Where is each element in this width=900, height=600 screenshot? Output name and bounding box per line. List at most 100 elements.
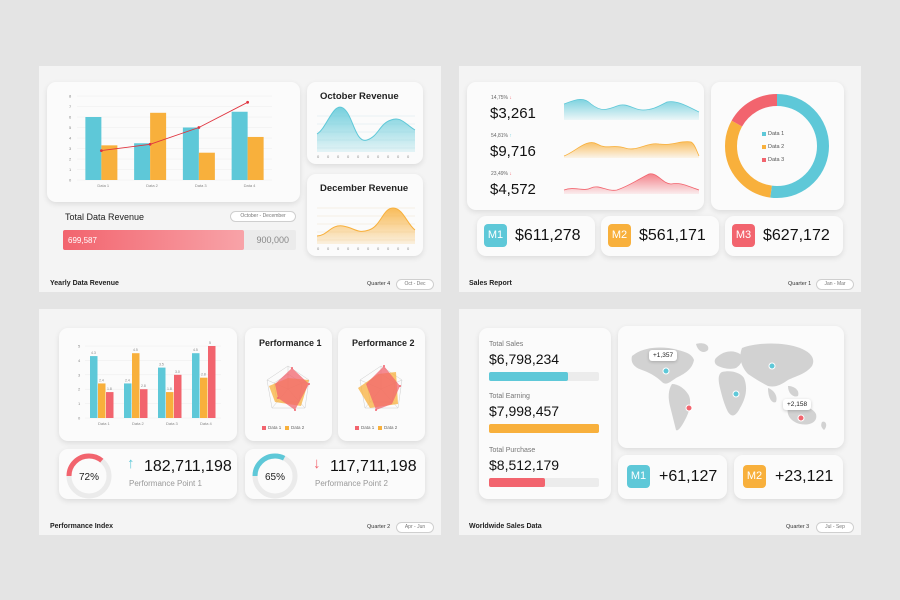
svg-text:0: 0 [327,246,330,251]
x-tick-label: Data 3 [166,421,179,426]
total-earning-label: Total Earning [489,393,530,400]
point2-arrow: ↓ [313,455,321,472]
performance2-card: Performance 2 Data 1 Data 2 [338,328,425,441]
bar [174,374,182,418]
total-data-revenue-card: Total Data Revenue October - December 69… [57,205,297,255]
performance1-title: Performance 1 [259,338,322,348]
x-tick-label: Data 1 [97,183,110,188]
m2-value: $561,171 [639,227,706,244]
slide-sales-report[interactable]: 14,75% ↓ $3,261 54,81% ↑ $9,716 23,49% ↓… [459,66,861,292]
svg-text:0: 0 [397,246,400,251]
total-sales-track [489,372,599,381]
data-label: 2.8 [201,373,206,377]
svg-text:0: 0 [317,154,320,159]
m3-badge: M3 [732,224,755,247]
trend-point [197,126,201,129]
performance1-card: Performance 1 Data 1 Data 2 [245,328,332,441]
trend-line [101,101,248,152]
m1-growth-card: M1 +61,127 [618,455,727,499]
svg-text:0: 0 [347,154,350,159]
y-tick-label: 2 [78,387,81,392]
december-revenue-card: December Revenue 0 0 0 0 0 0 0 0 0 0 [307,174,423,256]
total-period-pill[interactable]: October - December [230,211,296,222]
stat1-value: $3,261 [490,105,536,122]
totals-card: Total Sales $6,798,234 Total Earning $7,… [479,328,611,499]
stat1-pct: 14,75% ↓ [491,95,512,101]
slide-yearly-data-revenue[interactable]: 0 1 2 3 4 5 6 7 8 Data 1 Data 2 Data 3 Data 4 Octobe… [39,66,441,292]
svg-text:0: 0 [337,154,340,159]
gauge1-label: 72% [79,472,100,483]
gauge-fill [66,453,112,499]
total-purchase-fill [489,478,546,487]
y-tick-label: 6 [69,115,72,120]
point2-value: 117,711,198 [330,458,417,475]
m1-growth-value: +61,127 [659,468,718,485]
sales-stats-card: 14,75% ↓ $3,261 54,81% ↑ $9,716 23,49% ↓… [467,82,704,210]
x-tick-label: Data 2 [146,183,159,188]
bar [231,111,248,180]
slide2-period-pill[interactable]: Jan - Mar [816,279,854,290]
bar [90,356,98,418]
m1-value: $611,278 [515,227,581,244]
total-data-revenue-title: Total Data Revenue [65,212,145,222]
y-tick-label: 4 [69,136,72,141]
performance1-legend: Data 1 Data 2 [262,425,304,430]
slide4-period-pill[interactable]: Jul - Sep [816,522,854,533]
slide3-footer-title: Performance Index [50,523,114,530]
donut-legend-2: Data 2 [762,144,784,150]
donut-chart [725,94,829,198]
december-revenue-title: December Revenue [320,183,409,194]
slide4-footer-title: Worldwide Sales Data [469,523,542,530]
donut-card: Data 1 Data 2 Data 3 [711,82,844,210]
bar [124,383,132,418]
slide1-footer-title: Yearly Data Revenue [50,280,119,287]
m1-growth-badge: M1 [627,465,650,488]
performance1-radar [266,365,310,411]
stat2-pct: 54,81% ↑ [491,133,512,139]
yearly-bar-chart: 0 1 2 3 4 5 6 7 8 Data 1 Data 2 Data 3 Data 4 [69,94,272,188]
bar [200,377,208,418]
stat3-value: $4,572 [490,181,536,198]
svg-text:0: 0 [367,246,370,251]
data-label: 2.4 [99,378,104,382]
svg-text:0: 0 [387,246,390,251]
svg-text:0: 0 [327,154,330,159]
total-revenue-track: 699,587 900,000 [63,230,296,250]
y-tick-label: 8 [69,94,72,99]
bar [101,145,118,180]
performance-bar-chart: 0 1 2 3 4 5 4.3 2.4 1.8 Data 1 2.4 4.5 2.8 Data 2 3.5 1… [78,341,221,426]
y-tick-label: 1 [69,167,72,172]
bar [158,367,166,418]
data-label: 3.5 [159,363,164,367]
svg-text:0: 0 [357,154,360,159]
bar [247,136,264,180]
y-tick-label: 3 [78,372,81,377]
y-tick-label: 5 [78,344,81,349]
total-purchase-track [489,478,599,487]
october-area-chart: 0 0 0 0 0 0 0 0 0 0 [316,106,416,159]
world-map [631,343,827,431]
slide3-period-pill[interactable]: Apr - Jun [396,522,434,533]
point1-label: Performance Point 1 [129,479,202,488]
svg-text:0: 0 [357,246,360,251]
svg-text:0: 0 [397,154,400,159]
slide2-quarter-label: Quarter 1 [788,281,812,287]
bar [106,392,114,418]
data-label: 1.8 [107,387,112,391]
bar [198,152,215,180]
slide1-period-pill[interactable]: Oct - Dec [396,279,434,290]
data-label: 1.8 [167,387,172,391]
slide-performance-index[interactable]: 0 1 2 3 4 5 4.3 2.4 1.8 Data 1 2.4 4.5 2.8 Data 2 3.5 1… [39,309,441,535]
october-revenue-card: October Revenue 0 0 0 0 0 0 0 0 0 0 [307,82,423,164]
bar-chart-card: 0 1 2 3 4 5 6 7 8 Data 1 Data 2 Data 3 Data 4 [47,82,300,202]
world-map-card: +1,357 +2,158 [618,326,844,448]
x-tick-label: Data 4 [244,183,257,188]
total-earning-track [489,424,599,433]
slide2-footer-title: Sales Report [469,280,512,287]
m3-card: M3 $627,172 [725,216,843,256]
slide-worldwide-sales[interactable]: Total Sales $6,798,234 Total Earning $7,… [459,309,861,535]
donut-legend-1: Data 1 [762,131,784,137]
slide1-quarter-label: Quarter 4 [367,281,391,287]
slide4-quarter-label: Quarter 3 [786,524,810,530]
svg-text:0: 0 [317,246,320,251]
